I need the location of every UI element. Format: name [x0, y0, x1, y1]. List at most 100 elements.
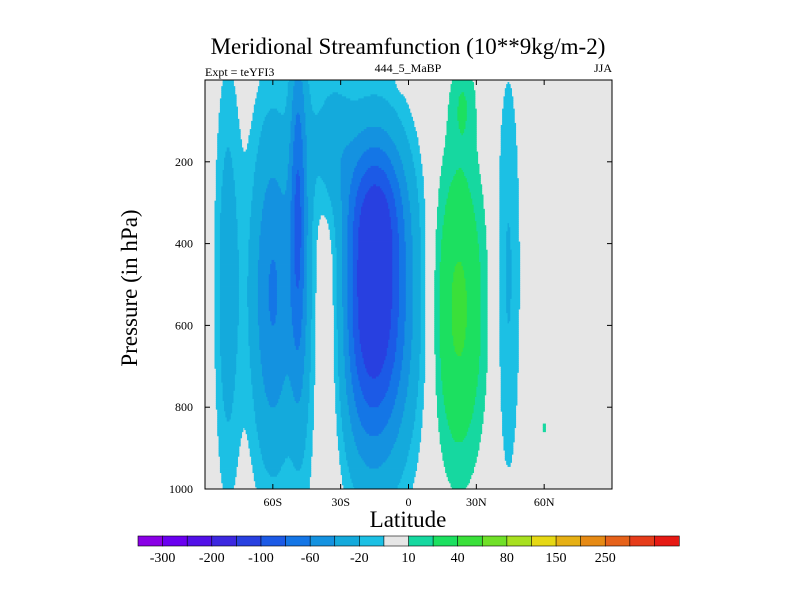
- contour-cell: [312, 292, 316, 296]
- contour-cell: [306, 431, 313, 435]
- contour-cell: [435, 266, 441, 269]
- contour-cell: [214, 288, 221, 292]
- contour-cell: [290, 292, 304, 296]
- contour-cell: [310, 325, 316, 328]
- contour-cell: [304, 202, 309, 206]
- contour-cell: [499, 235, 507, 238]
- contour-cell: [332, 286, 337, 289]
- contour-cell: [375, 184, 392, 187]
- contour-cell: [408, 374, 420, 377]
- contour-cell: [291, 319, 302, 322]
- contour-cell: [411, 233, 422, 236]
- contour-cell: [367, 372, 381, 375]
- contour-cell: [434, 304, 441, 308]
- contour-cell: [354, 217, 361, 220]
- contour-cell: [225, 411, 233, 414]
- contour-cell: [222, 482, 236, 486]
- contour-cell: [312, 237, 319, 240]
- contour-cell: [499, 174, 518, 177]
- contour-cell: [336, 264, 343, 267]
- contour-cell: [238, 274, 249, 277]
- contour-cell: [214, 243, 221, 247]
- contour-cell: [214, 278, 221, 281]
- contour-cell: [299, 343, 306, 347]
- contour-cell: [392, 270, 400, 273]
- contour-cell: [302, 161, 308, 165]
- contour-cell: [392, 255, 400, 259]
- contour-cell: [403, 411, 416, 414]
- contour-cell: [411, 347, 422, 351]
- contour-cell: [308, 221, 313, 224]
- contour-cell: [255, 421, 309, 424]
- contour-cell: [312, 282, 317, 285]
- contour-cell: [312, 257, 317, 261]
- contour-cell: [286, 100, 293, 103]
- contour-cell: [451, 294, 468, 298]
- contour-cell: [404, 127, 416, 130]
- contour-cell: [306, 259, 313, 263]
- contour-cell: [294, 253, 301, 257]
- contour-cell: [346, 386, 354, 390]
- contour-cell: [299, 249, 305, 253]
- contour-cell: [308, 219, 314, 222]
- contour-cell: [500, 396, 518, 400]
- contour-cell: [359, 454, 390, 457]
- contour-cell: [253, 174, 289, 177]
- contour-cell: [253, 478, 310, 482]
- contour-cell: [350, 364, 356, 367]
- contour-cell: [457, 262, 462, 265]
- contour-cell: [439, 325, 453, 328]
- contour-cell: [510, 247, 521, 251]
- contour-cell: [441, 358, 480, 361]
- contour-cell: [511, 288, 521, 292]
- contour-cell: [358, 229, 393, 232]
- contour-cell: [332, 262, 337, 265]
- contour-cell: [451, 329, 466, 332]
- contour-cell: [409, 362, 420, 365]
- contour-cell: [343, 437, 355, 441]
- contour-cell: [335, 233, 343, 236]
- contour-cell: [299, 186, 305, 189]
- contour-cell: [236, 212, 252, 216]
- contour-cell: [352, 319, 359, 322]
- contour-cell: [347, 270, 354, 273]
- contour-cell: [290, 302, 304, 306]
- contour-cell: [450, 431, 468, 435]
- contour-cell: [331, 239, 336, 242]
- contour-cell: [412, 245, 422, 249]
- contour-cell: [336, 272, 343, 275]
- contour-cell: [499, 313, 508, 316]
- contour-cell: [506, 257, 513, 261]
- contour-cell: [343, 309, 348, 312]
- contour-cell: [223, 167, 234, 171]
- contour-cell: [306, 309, 313, 312]
- contour-cell: [479, 245, 487, 249]
- contour-cell: [342, 274, 348, 277]
- contour-cell: [465, 333, 481, 337]
- contour-cell: [358, 257, 393, 261]
- contour-cell: [347, 296, 354, 300]
- contour-cell: [214, 300, 221, 304]
- contour-cell: [442, 382, 479, 386]
- contour-cell: [253, 106, 286, 110]
- contour-cell: [219, 241, 238, 245]
- contour-cell: [352, 276, 358, 279]
- contour-cell: [499, 255, 507, 259]
- contour-cell: [502, 118, 515, 122]
- contour-cell: [335, 231, 343, 234]
- contour-cell: [260, 221, 291, 224]
- contour-cell: [441, 243, 480, 247]
- contour-cell: [378, 405, 394, 408]
- contour-cell: [342, 417, 351, 420]
- contour-cell: [404, 405, 418, 408]
- contour-cell: [295, 116, 301, 120]
- contour-cell: [499, 290, 507, 294]
- contour-cell: [289, 149, 294, 152]
- contour-cell: [441, 444, 480, 447]
- contour-cell: [336, 270, 343, 273]
- contour-cell: [252, 198, 266, 202]
- contour-cell: [347, 219, 355, 222]
- contour-cell: [500, 368, 519, 371]
- contour-cell: [342, 270, 348, 273]
- contour-cell: [333, 304, 337, 308]
